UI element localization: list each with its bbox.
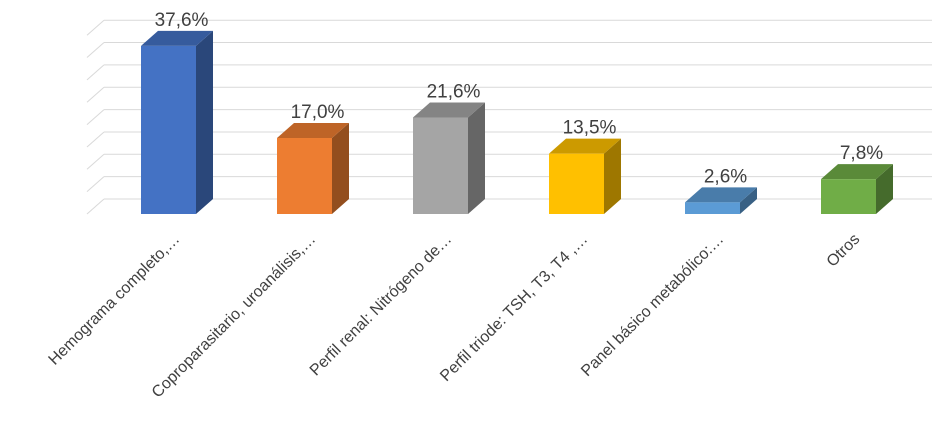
gridline-edge [86,64,105,81]
bar-top-face [685,187,757,203]
bar-top-face [821,164,893,180]
bar-side-face [332,123,349,214]
bar-front-face [277,138,332,214]
bar-side-face [740,187,757,214]
bar-front-face [821,179,876,214]
bar-top-face [413,102,485,118]
gridline-edge [86,109,105,125]
bar-side-face [876,164,893,214]
bars-group [141,30,893,215]
bar [141,30,213,215]
bar-front-face [549,153,604,214]
gridline-edge [86,198,105,215]
value-label: 37,6% [155,10,209,31]
gridline-edge [86,19,105,36]
category-label: Coproparasitario, uroanálisis,… [149,231,319,401]
bar-side-face [604,138,621,214]
bar-front-face [141,45,196,214]
category-label: Hemograma completo,… [46,231,184,369]
gridline-edge [86,176,105,193]
gridline-edge [86,131,105,148]
gridline-edge [86,86,105,103]
category-label: Perfil triode: TSH, T3, T4 ,… [437,231,591,385]
gridline-edge [86,42,105,58]
gridlines [86,19,932,215]
bar [413,102,485,214]
gridline-edge [86,153,105,170]
bar [549,138,621,214]
category-label: Panel básico metabólico:… [578,231,727,380]
bar [685,187,757,214]
bar [277,123,349,214]
category-labels-group: Hemograma completo,…Coproparasitario, ur… [46,231,864,401]
bar-side-face [468,102,485,214]
bar-top-face [277,123,349,139]
category-label: Perfil renal: Nitrógeno de… [307,231,455,379]
bar-top-face [549,138,621,154]
bar-side-face [196,30,213,215]
value-label: 21,6% [427,81,481,102]
value-labels-group: 37,6% 17,0% 21,6% 13,5% 2,6% 7,8% [155,10,884,187]
value-label: 17,0% [291,102,345,123]
value-label: 2,6% [704,166,747,187]
bar-front-face [413,117,468,214]
category-label: Otros [824,231,864,271]
bar-front-face [685,202,740,214]
value-label: 13,5% [563,118,617,139]
bar [821,164,893,214]
bar-top-face [141,30,213,46]
value-label: 7,8% [840,143,883,164]
